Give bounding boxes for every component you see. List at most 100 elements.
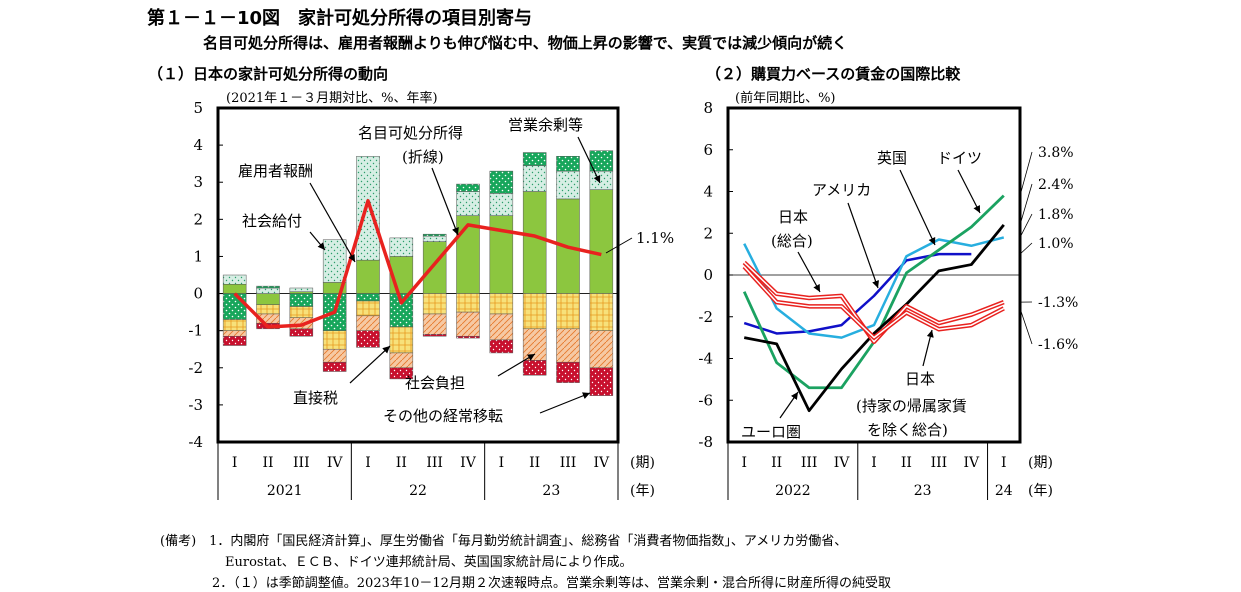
- arrow-direct-tax: [349, 345, 391, 384]
- panel2-title: （２）購買力ベースの賃金の国際比較: [706, 65, 961, 83]
- bar-segment-2: [556, 155, 580, 172]
- chart1-plot-frame: [216, 106, 620, 444]
- bar-segment-5: [556, 361, 580, 383]
- chart1-x-tick-label: IV: [327, 455, 344, 471]
- bar-segment-5: [222, 335, 247, 346]
- bar-segment-1: [389, 237, 414, 257]
- chart1-year-label: 22: [409, 483, 427, 499]
- chart2-x-tick-label: I: [741, 455, 747, 471]
- chart1-y-tick-label: -4: [188, 433, 203, 451]
- arrow-germany: [957, 169, 981, 214]
- bar-segment-1: [289, 287, 314, 292]
- chart1-x-tick-label: III: [426, 455, 443, 471]
- chart1-x-tick-label: III: [560, 455, 577, 471]
- figure-subtitle: 名目可処分所得は、雇用者報酬よりも伸び悩む中、物価上昇の影響で、実質では減少傾向…: [203, 34, 848, 52]
- bar-segment-2: [456, 183, 480, 192]
- chart2-x-tick-label: II: [771, 455, 782, 471]
- chart2-x-tick-label: II: [901, 455, 912, 471]
- chart2-x-tick-label: I: [871, 455, 877, 471]
- arrow-nominal-income: [431, 167, 459, 236]
- chart1-y-tick-label: -3: [188, 396, 203, 414]
- end-value-leader: [1019, 242, 1033, 255]
- end-value-label: 3.8%: [1038, 145, 1074, 161]
- bar-segment-5: [589, 367, 614, 396]
- chart2-y-tick-label: -4: [698, 350, 713, 368]
- annotation-social-contrib: 社会負担: [405, 374, 465, 392]
- annotation-uk: 英国: [877, 149, 907, 167]
- chart2-year-label: 2022: [775, 483, 811, 499]
- leader-latest-value: [605, 237, 633, 254]
- note-line-2: Eurostat、ＥＣＢ、ドイツ連邦統計局、英国国家統計局により作成。: [160, 555, 633, 570]
- chart1-y-tick-label: 3: [193, 173, 203, 191]
- arrow-japan-excl: [922, 329, 934, 367]
- chart1-year-unit: (年): [630, 483, 655, 499]
- chart2-y-tick-label: -2: [698, 308, 713, 326]
- arrow-wages: [309, 182, 356, 263]
- panel2-unit-label: (前年同期比、%): [735, 91, 836, 106]
- annotation-us: アメリカ: [812, 181, 871, 199]
- series-line-1: [743, 236, 1005, 339]
- chart1-x-tick-label: II: [529, 455, 540, 471]
- chart1-y-tick-label: -2: [188, 359, 203, 377]
- chart1-y-tick-label: 4: [193, 136, 203, 154]
- annotation-japan-total: (総合): [771, 232, 813, 250]
- series-line-inner-5: [743, 266, 1005, 339]
- annotation-direct-tax: 直接税: [293, 389, 338, 407]
- chart1-x-tick-label: IV: [594, 455, 611, 471]
- end-value-label: -1.3%: [1038, 295, 1078, 311]
- chart2-x-tick-label: IV: [964, 455, 981, 471]
- chart2-year-unit: (年): [1028, 483, 1053, 499]
- chart2-y-tick-label: 0: [703, 266, 713, 284]
- end-value-leader: [1019, 308, 1033, 345]
- nominal-income-line: [233, 199, 602, 329]
- end-value-leader: [1019, 151, 1033, 196]
- figure-title: 第１－１－10図 家計可処分所得の項目別寄与: [147, 8, 533, 29]
- bar-segment-5: [456, 335, 480, 339]
- chart1-period-unit: (期): [630, 455, 655, 471]
- chart1-y-tick-label: 1: [193, 247, 203, 265]
- annotation-social-benefits: 社会給付: [242, 212, 302, 230]
- panel1-unit-label: (2021年１－３月期対比、%、年率): [226, 91, 438, 106]
- annotation-japan-excl-1: (持家の帰属家賃: [856, 397, 967, 415]
- end-value-label: 1.0%: [1038, 236, 1074, 252]
- end-value-leader: [1019, 213, 1033, 238]
- chart2-x-tick-label: I: [1001, 455, 1007, 471]
- annotation-latest-value: 1.1%: [636, 229, 674, 247]
- panel1-title: （１）日本の家計可処分所得の動向: [148, 65, 389, 83]
- series-line-inner-4: [743, 261, 1005, 343]
- bar-segment-1: [356, 155, 380, 261]
- annotation-japan: 日本: [778, 208, 808, 226]
- bar-segment-1: [222, 274, 247, 285]
- bar-segment-5: [322, 361, 347, 372]
- chart2-x-tick-label: IV: [834, 455, 851, 471]
- chart2-year-label: 23: [914, 483, 932, 499]
- end-value-label: 1.8%: [1038, 207, 1074, 223]
- chart1-x-tick-label: II: [396, 455, 407, 471]
- chart2-x-tick-label: III: [801, 455, 818, 471]
- chart2-y-tick-label: 6: [703, 141, 713, 159]
- end-value-label: -1.6%: [1038, 337, 1078, 353]
- end-value-label: 2.4%: [1038, 177, 1074, 193]
- bar-segment-1: [322, 239, 347, 283]
- chart1-x-tick-label: I: [232, 455, 238, 471]
- chart2-y-tick-label: -6: [698, 391, 713, 409]
- chart2-period-unit: (期): [1028, 455, 1053, 471]
- chart2-y-tick-label: 2: [703, 224, 713, 242]
- annotation-line-note: (折線): [402, 148, 444, 166]
- chart2-y-tick-label: 4: [703, 183, 713, 201]
- chart1-y-tick-label: 0: [193, 285, 203, 303]
- arrow-social-benefits: [309, 231, 326, 251]
- annotation-operating-surplus: 営業余剰等: [508, 116, 583, 134]
- note-line-3: 2．（１）は季節調整値。2023年10－12月期２次速報時点。営業余剰等は、営業…: [160, 576, 891, 591]
- annotation-eurozone: ユーロ圏: [741, 423, 801, 441]
- arrow-operating-surplus: [577, 136, 601, 184]
- bar-segment-5: [422, 334, 447, 337]
- chart1-year-label: 23: [542, 483, 560, 499]
- arrow-other-transfer: [539, 392, 591, 414]
- chart2-y-tick-label: -8: [698, 433, 713, 451]
- bar-segment-5: [289, 328, 314, 337]
- chart1-x-tick-label: I: [499, 455, 505, 471]
- annotation-japan-excl-2: を除く総合): [867, 421, 948, 439]
